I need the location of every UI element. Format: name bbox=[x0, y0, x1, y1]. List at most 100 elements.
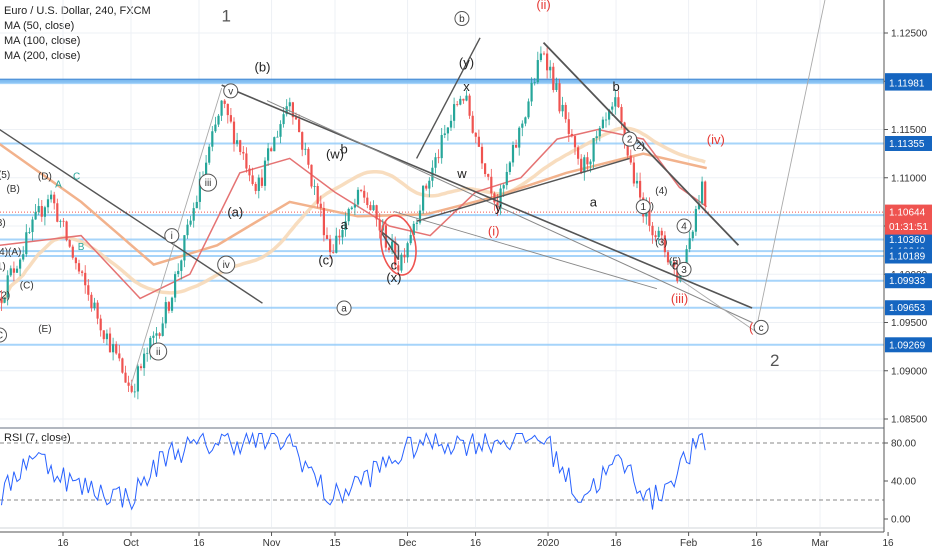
candle-up bbox=[189, 220, 192, 225]
candle-down bbox=[626, 141, 629, 156]
candle-down bbox=[251, 175, 254, 184]
candle-up bbox=[400, 254, 403, 271]
wave-label: B bbox=[78, 242, 85, 253]
candle-up bbox=[555, 83, 558, 90]
wave-label: C bbox=[73, 172, 80, 183]
candle-down bbox=[298, 119, 301, 133]
wave-circle-text: a bbox=[341, 304, 347, 315]
candle-up bbox=[186, 224, 189, 236]
candle-down bbox=[329, 239, 332, 253]
level-price-box bbox=[885, 337, 932, 353]
trend-line bbox=[416, 157, 630, 222]
wave-circle bbox=[149, 342, 168, 361]
wave-label: (1) bbox=[0, 261, 6, 272]
bar-countdown-text: 01:31:51 bbox=[889, 222, 928, 233]
wave-label: (b) bbox=[255, 60, 271, 75]
level-price-label: 1.10360 bbox=[885, 232, 932, 248]
candle-down bbox=[71, 246, 74, 258]
candle-up bbox=[697, 203, 701, 210]
candle-up bbox=[279, 124, 282, 137]
candle-up bbox=[422, 185, 425, 211]
candle-up bbox=[372, 205, 375, 211]
candle-up bbox=[257, 177, 260, 191]
ma100-legend[interactable]: MA (100, close) bbox=[4, 35, 81, 47]
time-tick-label: 16 bbox=[57, 538, 69, 549]
candle-down bbox=[629, 155, 632, 163]
trend-line bbox=[542, 42, 740, 246]
level-price-text: 1.09933 bbox=[889, 276, 926, 287]
candle-up bbox=[273, 137, 276, 152]
candle-down bbox=[663, 235, 666, 253]
wave-circle bbox=[753, 319, 769, 335]
candle-up bbox=[440, 134, 443, 159]
wave-circle bbox=[635, 199, 651, 215]
candle-up bbox=[434, 157, 437, 168]
candle-up bbox=[211, 131, 214, 147]
candle-down bbox=[363, 190, 366, 198]
candle-down bbox=[456, 104, 459, 105]
candle-down bbox=[580, 158, 583, 173]
candle-up bbox=[50, 194, 53, 200]
trend-line bbox=[756, 0, 826, 328]
wave-label: (B) bbox=[6, 184, 19, 195]
candle-up bbox=[406, 243, 409, 258]
wave-circle bbox=[164, 228, 180, 244]
candle-down bbox=[654, 235, 657, 238]
last-price-text: 1.10644 bbox=[889, 208, 926, 219]
candle-down bbox=[570, 133, 573, 137]
candle-down bbox=[316, 186, 319, 204]
candle-up bbox=[502, 185, 505, 189]
wave-label: 1 bbox=[221, 6, 230, 25]
circled-wave-label: i bbox=[164, 228, 180, 244]
candle-down bbox=[369, 205, 372, 211]
price-tick-label: 1.08500 bbox=[891, 415, 928, 426]
candle-up bbox=[409, 234, 412, 244]
wave-circle-text: 3 bbox=[681, 265, 687, 276]
rsi-legend[interactable]: RSI (7, close) bbox=[4, 432, 71, 444]
wave-circle bbox=[199, 173, 218, 192]
level-price-label: 1.09269 bbox=[885, 337, 932, 353]
wave-label: c bbox=[672, 257, 679, 272]
candle-up bbox=[6, 275, 9, 298]
candle-down bbox=[623, 122, 626, 142]
symbol-title[interactable]: Euro / U.S. Dollar, 240, FXCM bbox=[4, 5, 151, 17]
wave-label: (C) bbox=[20, 281, 34, 292]
candle-up bbox=[276, 136, 279, 138]
candle-up bbox=[143, 353, 146, 369]
wave-circle-text: 1 bbox=[640, 202, 646, 213]
candle-down bbox=[471, 115, 474, 133]
ma200-legend[interactable]: MA (200, close) bbox=[4, 50, 81, 62]
candle-up bbox=[589, 161, 592, 165]
candle-down bbox=[77, 263, 81, 272]
candle-up bbox=[353, 204, 356, 208]
candle-up bbox=[453, 104, 456, 121]
candle-down bbox=[158, 333, 161, 336]
level-price-label: 1.09933 bbox=[885, 273, 932, 289]
candle-up bbox=[341, 229, 344, 238]
trend-line bbox=[415, 37, 481, 159]
candle-up bbox=[694, 209, 697, 232]
trend-line bbox=[379, 230, 400, 261]
wave-circle-text: 4 bbox=[681, 222, 687, 233]
candle-up bbox=[170, 297, 174, 311]
time-tick-label: 16 bbox=[470, 538, 482, 549]
wave-label: (5) bbox=[0, 170, 10, 181]
ma50-legend[interactable]: MA (50, close) bbox=[4, 20, 75, 32]
candle-up bbox=[192, 208, 195, 221]
price-tick-label: 1.09000 bbox=[891, 366, 928, 377]
candle-up bbox=[217, 115, 220, 125]
candle-up bbox=[595, 136, 598, 139]
price-axis[interactable]: 1.085001.090001.095001.100001.105001.110… bbox=[883, 0, 932, 550]
level-price-box bbox=[885, 248, 932, 264]
candle-up bbox=[25, 232, 28, 255]
circled-wave-label: b bbox=[454, 11, 470, 27]
candle-up bbox=[443, 133, 446, 135]
candle-up bbox=[598, 128, 601, 137]
rsi-tick-label: 0.00 bbox=[891, 515, 911, 526]
wave-label: (5) bbox=[669, 257, 681, 268]
candle-up bbox=[263, 160, 267, 186]
candle-down bbox=[74, 257, 77, 264]
time-axis[interactable]: 16 Oct 16 Nov 15 Dec 16 2020 16 Feb 16 Mar 16 bbox=[0, 531, 894, 549]
last-price-label: 1.10644 01:31:51 bbox=[885, 204, 932, 235]
